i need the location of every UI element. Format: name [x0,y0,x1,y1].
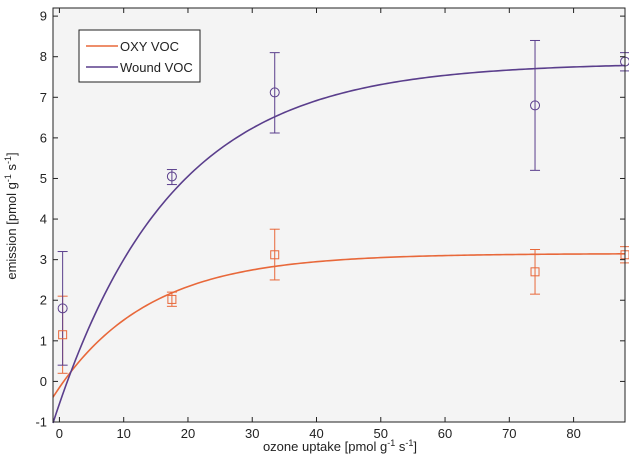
y-tick-label: 2 [40,293,47,308]
fit-line-wound-voc [52,64,626,424]
x-tick-label: 60 [438,426,452,441]
data-point-oxy-voc [167,294,177,304]
x-tick-label: 50 [374,426,388,441]
x-tick-label: 20 [181,426,195,441]
plot-frame [52,7,626,423]
legend: OXY VOC Wound VOC [78,29,201,83]
x-tick-label: 40 [309,426,323,441]
fit-line-oxy-voc [52,253,626,398]
y-tick-label: 6 [40,130,47,145]
y-axis-label: emission [pmol g-1 s-1] [3,152,19,279]
y-tick-label: 0 [40,374,47,389]
data-point-wound-voc [530,100,541,111]
x-tick-label: 10 [116,426,130,441]
y-tick-label: 8 [40,49,47,64]
y-tick-label: 3 [40,252,47,267]
y-tick-label: 5 [40,171,47,186]
legend-label-oxy-voc: OXY VOC [120,39,179,54]
legend-label-wound-voc: Wound VOC [120,60,193,75]
y-tick-label: 7 [40,90,47,105]
data-point-oxy-voc [58,330,68,340]
x-tick-label: 0 [56,426,63,441]
fit-curves [52,64,626,424]
x-axis-ticks: 0 10 20 30 40 50 60 70 80 [56,8,581,441]
data-point-oxy-voc [270,250,280,260]
error-bars [57,39,629,374]
x-tick-label: 30 [245,426,259,441]
y-tick-label: -1 [35,415,47,430]
data-point-oxy-voc [530,267,540,277]
x-axis-label: ozone uptake [pmol g-1 s-1] [263,438,417,454]
y-axis-ticks: -1 0 1 2 3 4 5 6 7 8 9 [35,9,625,430]
data-point-wound-voc [166,171,177,182]
x-tick-label: 70 [502,426,516,441]
legend-box [78,29,201,83]
y-tick-label: 9 [40,9,47,24]
x-tick-label: 80 [566,426,580,441]
y-tick-label: 1 [40,333,47,348]
data-point-wound-voc [269,87,280,98]
y-tick-label: 4 [40,212,47,227]
data-point-wound-voc [57,303,68,314]
